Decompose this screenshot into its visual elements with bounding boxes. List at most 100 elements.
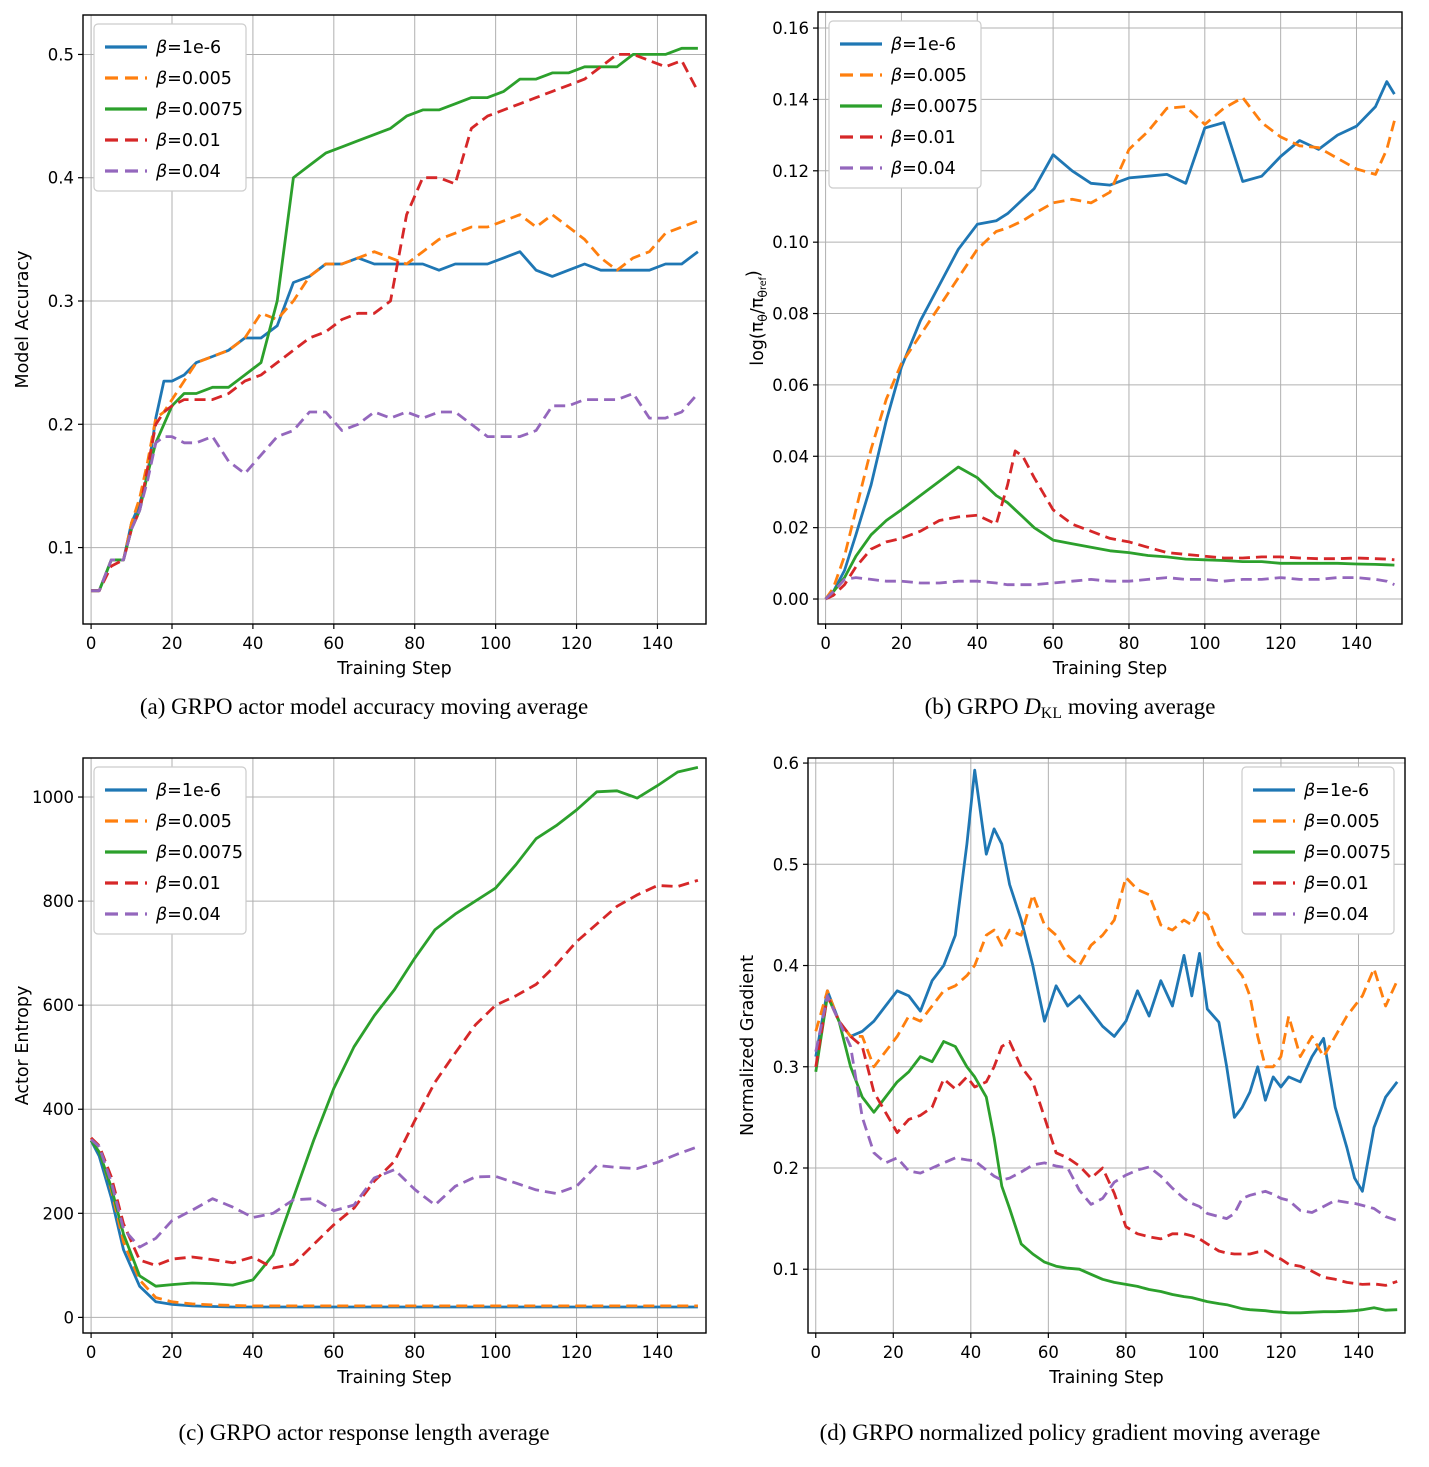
legend-label: β=0.04: [155, 905, 221, 925]
x-tick-label: 80: [1115, 1343, 1136, 1362]
y-tick-label: 0.3: [773, 1058, 799, 1077]
series-line-beta=0.04: [824, 576, 1395, 601]
axes: 0 20 40 60 80 100 120 140 0.1 0.2 0.3 0.4 0.5 Trainin…: [13, 45, 673, 679]
series-line-beta=1e-6: [824, 80, 1396, 601]
y-tick-label: 600: [43, 996, 75, 1015]
y-tick-label: 0.14: [772, 90, 809, 109]
chart-c-panel: 0 20 40 60 80 100 120 140 0 200 400 600 800 1000 Train…: [8, 742, 720, 1406]
plot-border: [817, 11, 1403, 625]
x-axis-label: Training Step: [336, 659, 451, 679]
series-line-beta=0.04: [814, 994, 1398, 1222]
x-tick-label: 0: [86, 1343, 97, 1362]
gridlines: [818, 12, 1402, 624]
caption-text: D: [1024, 694, 1041, 719]
plot-border: [807, 757, 1406, 1334]
x-axis-label: Training Step: [336, 1368, 451, 1388]
x-axis-label: Training Step: [1048, 1368, 1163, 1388]
legend-box: [93, 766, 247, 935]
x-tick-label: 100: [1189, 634, 1221, 653]
x-tick-label: 120: [1265, 1343, 1297, 1362]
x-tick-label: 20: [891, 634, 912, 653]
x-tick-label: 0: [86, 634, 97, 653]
y-axis-label: Actor Entropy: [13, 986, 33, 1106]
x-tick-label: 140: [1343, 1343, 1375, 1362]
y-tick-label: 0.02: [772, 519, 809, 538]
legend-label: β=0.005: [890, 66, 967, 86]
legend: β=1e-6 β=0.005 β=0.0075 β=0.01 β=0.04: [93, 766, 247, 935]
legend-label: β=1e-6: [155, 38, 221, 58]
chart-d-svg: 0 20 40 60 80 100 120 140 0.1 0.2 0.3 0.4 0.5 0.6 Trai…: [738, 754, 1406, 1388]
series-line-beta=0.005: [91, 213, 699, 593]
legend-label: β=0.01: [155, 874, 221, 894]
legend-label: β=0.005: [1303, 812, 1380, 832]
legend-label: β=1e-6: [890, 35, 956, 55]
x-tick-label: 100: [1188, 1343, 1220, 1362]
x-axis-label: Training Step: [1052, 659, 1167, 679]
legend-label: β=0.0075: [890, 97, 978, 117]
y-tick-label: 0: [64, 1308, 75, 1327]
legend-label: β=0.01: [155, 131, 221, 151]
legend-label: β=0.0075: [155, 843, 243, 863]
y-tick-label: 0.4: [48, 169, 74, 188]
y-tick-label: 1000: [32, 788, 74, 807]
legend: β=1e-6 β=0.005 β=0.0075 β=0.01 β=0.04: [1241, 766, 1395, 935]
y-tick-label: 0.2: [773, 1159, 799, 1178]
x-tick-label: 140: [642, 1343, 674, 1362]
y-tick-label: 800: [43, 892, 75, 911]
y-tick-label: 0.06: [772, 376, 809, 395]
x-tick-label: 140: [642, 634, 674, 653]
y-tick-label: 0.3: [48, 292, 74, 311]
chart-b-panel: 0 20 40 60 80 100 120 140 0.00 0.02 0.04 0.06 0.08 0.…: [714, 2, 1426, 706]
x-tick-label: 0: [811, 1343, 822, 1362]
y-tick-label: 0.04: [772, 447, 809, 466]
y-tick-label: 0.10: [772, 233, 809, 252]
x-tick-label: 80: [1118, 634, 1139, 653]
series-line-beta=1e-6: [91, 250, 699, 593]
axes: 0 20 40 60 80 100 120 140 0 200 400 600 800 1000 Train…: [13, 788, 673, 1388]
x-tick-label: 20: [162, 1343, 183, 1362]
y-tick-label: 0.4: [773, 957, 799, 976]
axes: 0 20 40 60 80 100 120 140 0.00 0.02 0.04 0.06 0.08 0.…: [744, 19, 1372, 679]
plot-border: [82, 14, 707, 625]
y-tick-label: 400: [43, 1100, 75, 1119]
series-line-beta=0.0075: [824, 465, 1395, 601]
x-tick-label: 40: [242, 1343, 263, 1362]
series-line-beta=0.005: [814, 876, 1399, 1069]
x-tick-label: 120: [1265, 634, 1297, 653]
x-tick-label: 60: [1043, 634, 1064, 653]
y-axis-label: log(πθ​/πθ​ref​): [744, 270, 770, 366]
y-tick-label: 0.00: [772, 590, 809, 609]
caption-text: (c) GRPO actor response length average: [178, 1420, 550, 1445]
x-tick-label: 120: [561, 1343, 593, 1362]
legend-label: β=0.04: [155, 162, 221, 182]
x-tick-label: 40: [960, 1343, 981, 1362]
series-group: [91, 46, 700, 593]
caption-c: (c) GRPO actor response length average: [8, 1420, 720, 1446]
chart-d-panel: 0 20 40 60 80 100 120 140 0.1 0.2 0.3 0.4 0.5 0.6 Trai…: [714, 742, 1426, 1406]
caption-text: KL: [1040, 704, 1063, 722]
chart-b-svg: 0 20 40 60 80 100 120 140 0.00 0.02 0.04 0.06 0.08 0.…: [744, 11, 1403, 679]
y-axis-label: Normalized Gradient: [738, 955, 758, 1136]
legend-label: β=1e-6: [155, 781, 221, 801]
x-tick-label: 100: [480, 634, 512, 653]
series-line-beta=0.005: [89, 1137, 698, 1308]
series-line-beta=0.0075: [89, 766, 699, 1288]
x-tick-label: 120: [561, 634, 593, 653]
x-tick-label: 100: [480, 1343, 512, 1362]
series-line-beta=0.01: [91, 53, 700, 593]
series-line-beta=1e-6: [814, 768, 1399, 1193]
x-tick-label: 140: [1341, 634, 1373, 653]
legend-box: [93, 23, 247, 192]
y-tick-label: 200: [43, 1204, 75, 1223]
x-tick-label: 60: [323, 1343, 344, 1362]
caption-text: (d) GRPO normalized policy gradient movi…: [819, 1420, 1321, 1445]
y-tick-label: 0.6: [773, 754, 799, 773]
y-tick-label: 0.5: [48, 45, 74, 64]
legend-label: β=0.005: [155, 812, 232, 832]
series-line-beta=0.0075: [814, 994, 1398, 1315]
legend-box: [1241, 766, 1395, 935]
x-tick-label: 60: [323, 634, 344, 653]
caption-b: (b) GRPO DKL moving average: [714, 694, 1426, 723]
series-group: [89, 766, 699, 1309]
series-line-beta=0.01: [814, 994, 1398, 1287]
